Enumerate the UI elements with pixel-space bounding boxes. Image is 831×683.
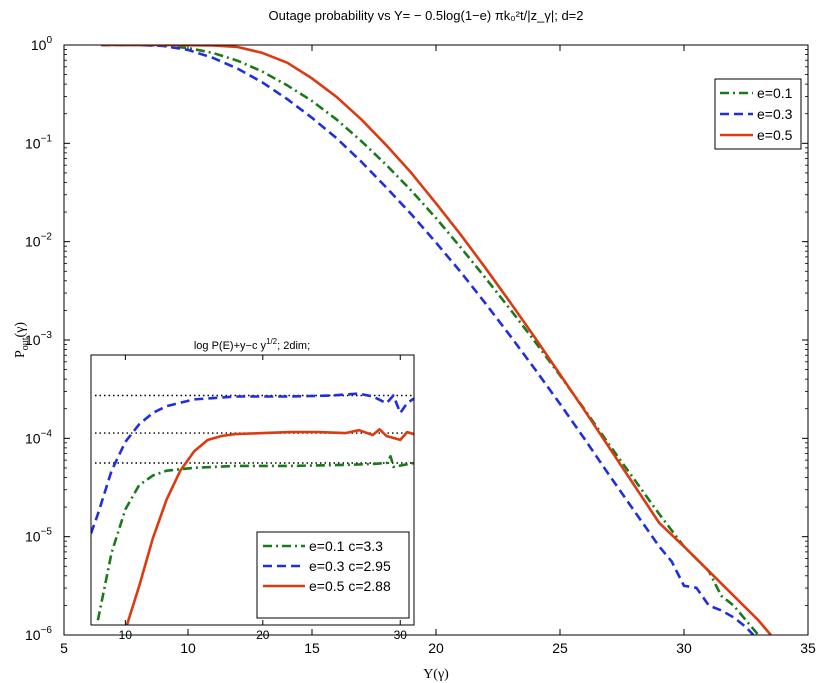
inset-legend-label: e=0.5 c=2.88 bbox=[309, 578, 391, 594]
inset-series-line-e=0.5 c=2.88 bbox=[125, 428, 414, 625]
x-tick-label: 15 bbox=[304, 640, 320, 656]
y-tick-label: 10−5 bbox=[25, 527, 52, 545]
main-series-group bbox=[101, 45, 772, 635]
inset-series-line-e=0.1 c=3.3 bbox=[96, 455, 414, 621]
x-tick-label: 25 bbox=[552, 640, 568, 656]
y-tick-label: 10−6 bbox=[25, 625, 52, 643]
x-tick-label: 20 bbox=[428, 640, 444, 656]
inset-legend-label: e=0.3 c=2.95 bbox=[309, 558, 391, 574]
main-plot-frame bbox=[63, 44, 809, 636]
inset-x-tick-label: 10 bbox=[119, 628, 133, 642]
inset-plot-frame bbox=[90, 354, 415, 626]
series-line-e=0.3 bbox=[101, 45, 755, 635]
inset-legend: e=0.1 c=3.3 e=0.3 c=2.95 e=0.5 c=2.88 bbox=[256, 531, 410, 619]
legend-label: e=0.3 bbox=[757, 106, 793, 122]
inset-x-tick-label: 20 bbox=[256, 628, 270, 642]
legend-label: e=0.5 bbox=[757, 127, 793, 143]
inset-x-tick-label: 30 bbox=[394, 628, 408, 642]
x-tick-label: 5 bbox=[60, 640, 68, 656]
x-tick-label: 30 bbox=[676, 640, 692, 656]
inset-reference-group bbox=[95, 394, 414, 464]
x-tick-label: 35 bbox=[800, 640, 816, 656]
main-chart-title: Outage probability vs Y= − 0.5log(1−e) π… bbox=[269, 8, 584, 23]
legend-box bbox=[714, 78, 802, 150]
svg-text:Pout(γ): Pout(γ) bbox=[13, 322, 31, 358]
y-tick-label: 10−1 bbox=[25, 133, 52, 151]
inset-chart-title: log P(E)+y−c y1/2; 2dim; bbox=[194, 337, 310, 352]
y-tick-label: 10−2 bbox=[25, 232, 52, 250]
inset-series-group bbox=[91, 392, 414, 625]
y-tick-label: 100 bbox=[31, 35, 53, 53]
y-tick-label: 10−3 bbox=[25, 330, 52, 348]
y-tick-label: 10−4 bbox=[25, 428, 52, 446]
x-tick-label: 10 bbox=[180, 640, 196, 656]
inset-plot: 10 20 30 bbox=[91, 355, 414, 642]
legend-label: e=0.1 bbox=[757, 85, 793, 101]
series-line-e=0.5 bbox=[101, 45, 772, 635]
inset-series-line-e=0.3 c=2.95 bbox=[91, 392, 414, 534]
inset-legend-label: e=0.1 c=3.3 bbox=[309, 538, 383, 554]
main-legend: e=0.1 e=0.3 e=0.5 bbox=[714, 78, 802, 150]
y-axis-label: Pout(γ) bbox=[13, 322, 31, 358]
x-axis-label: Y(γ) bbox=[423, 667, 449, 682]
main-plot: 5 10 15 20 25 30 35 100 10−1 10−2 10−3 10−4 10−5 10−6 bbox=[25, 35, 816, 656]
